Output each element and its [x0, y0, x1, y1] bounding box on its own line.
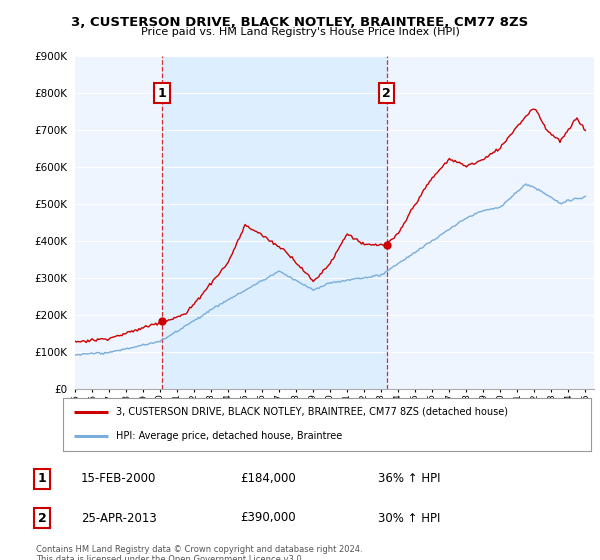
Text: Contains HM Land Registry data © Crown copyright and database right 2024.
This d: Contains HM Land Registry data © Crown c… [36, 545, 362, 560]
Text: Price paid vs. HM Land Registry's House Price Index (HPI): Price paid vs. HM Land Registry's House … [140, 27, 460, 37]
Text: 1: 1 [158, 87, 166, 100]
Text: 2: 2 [382, 87, 391, 100]
Text: 3, CUSTERSON DRIVE, BLACK NOTLEY, BRAINTREE, CM77 8ZS (detached house): 3, CUSTERSON DRIVE, BLACK NOTLEY, BRAINT… [116, 407, 508, 417]
Text: 30% ↑ HPI: 30% ↑ HPI [378, 511, 440, 525]
Text: 15-FEB-2000: 15-FEB-2000 [81, 472, 157, 486]
Bar [162, 56, 386, 389]
Text: 1: 1 [38, 472, 46, 486]
Text: HPI: Average price, detached house, Braintree: HPI: Average price, detached house, Brai… [116, 431, 342, 441]
Text: 36% ↑ HPI: 36% ↑ HPI [378, 472, 440, 486]
Text: 3, CUSTERSON DRIVE, BLACK NOTLEY, BRAINTREE, CM77 8ZS: 3, CUSTERSON DRIVE, BLACK NOTLEY, BRAINT… [71, 16, 529, 29]
Text: £390,000: £390,000 [240, 511, 296, 525]
Text: £184,000: £184,000 [240, 472, 296, 486]
Text: 25-APR-2013: 25-APR-2013 [81, 511, 157, 525]
Text: 2: 2 [38, 511, 46, 525]
